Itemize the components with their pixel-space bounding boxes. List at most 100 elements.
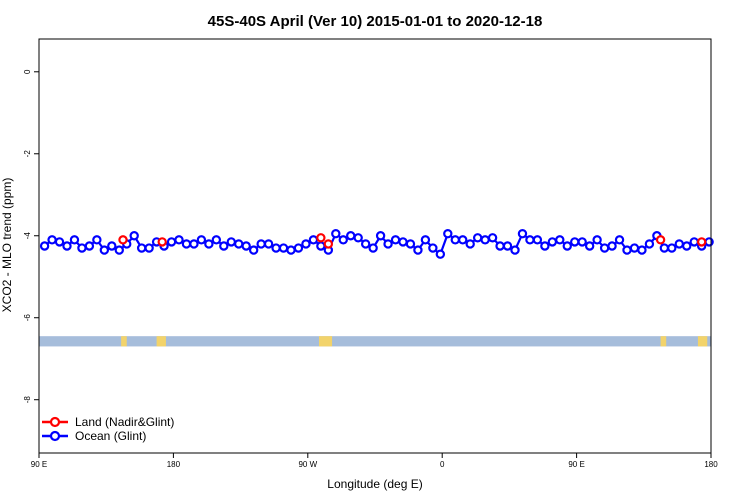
y-tick-label: -4 — [23, 232, 32, 240]
legend: Land (Nadir&Glint)Ocean (Glint) — [42, 415, 174, 443]
x-tick-label: 90 E — [31, 460, 47, 469]
legend-label: Ocean (Glint) — [75, 429, 146, 443]
ocean-point — [346, 231, 356, 241]
y-axis-label: XCO2 - MLO trend (ppm) — [0, 178, 14, 313]
y-tick-label: -2 — [23, 150, 32, 158]
land-point — [655, 235, 666, 245]
ocean-point — [458, 235, 468, 245]
ocean-point — [144, 243, 154, 253]
land-point — [316, 233, 326, 243]
ocean-point — [107, 241, 117, 251]
ocean-point — [562, 241, 572, 251]
y-tick-label: -6 — [23, 314, 32, 322]
ocean-point — [375, 231, 386, 241]
ocean-point — [689, 237, 699, 247]
ocean-point — [196, 235, 207, 245]
ocean-point — [69, 235, 80, 245]
ocean-point — [480, 235, 490, 245]
ocean-point — [383, 239, 393, 249]
ocean-point — [360, 239, 371, 249]
ocean-point — [637, 245, 647, 255]
ocean-point — [316, 241, 326, 251]
ocean-point — [413, 245, 423, 255]
land-mask-band — [39, 336, 711, 347]
ocean-point — [166, 237, 177, 247]
ocean-point — [584, 241, 595, 251]
ocean-series-points — [39, 229, 714, 259]
ocean-point — [510, 245, 520, 255]
ocean-point — [667, 243, 677, 253]
ocean-point — [540, 241, 550, 251]
land-band-segment — [697, 336, 708, 347]
ocean-point — [682, 241, 692, 251]
ocean-point — [92, 235, 102, 245]
ocean-point — [331, 229, 341, 239]
ocean-point — [301, 239, 311, 249]
ocean-point — [607, 241, 617, 251]
ocean-point — [435, 249, 446, 259]
ocean-point — [293, 243, 304, 253]
ocean-point — [226, 237, 236, 247]
ocean-point — [256, 239, 266, 249]
ocean-point — [622, 245, 632, 255]
ocean-point — [472, 233, 483, 243]
land-point — [696, 237, 707, 247]
land-band-segment — [121, 336, 127, 347]
ocean-point — [181, 239, 192, 249]
ocean-point — [644, 239, 655, 249]
ocean-point — [659, 243, 670, 253]
ocean-point — [77, 243, 87, 253]
ocean-point — [577, 237, 587, 247]
ocean-point — [114, 245, 124, 255]
ocean-point — [84, 241, 95, 251]
y-tick-label: -8 — [23, 396, 32, 404]
x-axis: 90 E 180 90 W 0 90 E 180 — [31, 453, 718, 469]
ocean-point — [234, 239, 244, 249]
ocean-band — [39, 336, 711, 347]
legend-marker — [49, 416, 61, 428]
ocean-point — [525, 235, 535, 245]
ocean-point — [189, 239, 199, 249]
ocean-point — [592, 235, 602, 245]
ocean-point — [353, 233, 363, 243]
ocean-point — [368, 243, 378, 253]
ocean-point — [428, 243, 438, 253]
land-band-segment — [156, 336, 166, 347]
y-tick-label: 0 — [23, 69, 32, 74]
ocean-point — [211, 235, 222, 245]
x-axis-label: Longitude (deg E) — [327, 477, 422, 491]
ocean-point — [450, 235, 460, 245]
ocean-point — [39, 241, 50, 251]
ocean-point — [555, 235, 565, 245]
y-axis: 0 -2 -4 -6 -8 — [23, 69, 39, 403]
legend-label: Land (Nadir&Glint) — [75, 415, 174, 429]
x-tick-label: 0 — [440, 460, 445, 469]
ocean-point — [248, 245, 259, 255]
chart-title: 45S-40S April (Ver 10) 2015-01-01 to 202… — [208, 13, 543, 30]
ocean-point — [704, 237, 714, 247]
land-point — [118, 235, 128, 245]
ocean-point — [487, 233, 498, 243]
ocean-point — [532, 235, 543, 245]
ocean-point — [502, 241, 513, 251]
ocean-point — [278, 243, 289, 253]
land-point — [157, 237, 167, 247]
ocean-point — [338, 235, 348, 245]
ocean-point — [62, 241, 72, 251]
ocean-point — [47, 235, 57, 245]
ocean-point — [398, 237, 408, 247]
ocean-point — [443, 229, 453, 239]
ocean-point — [405, 239, 416, 249]
ocean-point — [570, 237, 580, 247]
x-tick-label: 180 — [704, 460, 718, 469]
ocean-point — [271, 243, 281, 253]
ocean-point — [129, 231, 139, 241]
x-tick-label: 90 W — [298, 460, 317, 469]
ocean-point — [495, 241, 505, 251]
x-tick-label: 180 — [167, 460, 181, 469]
legend-marker — [49, 430, 61, 442]
ocean-point — [390, 235, 401, 245]
ocean-point — [465, 239, 475, 249]
x-tick-label: 90 E — [568, 460, 584, 469]
ocean-point — [219, 241, 229, 251]
